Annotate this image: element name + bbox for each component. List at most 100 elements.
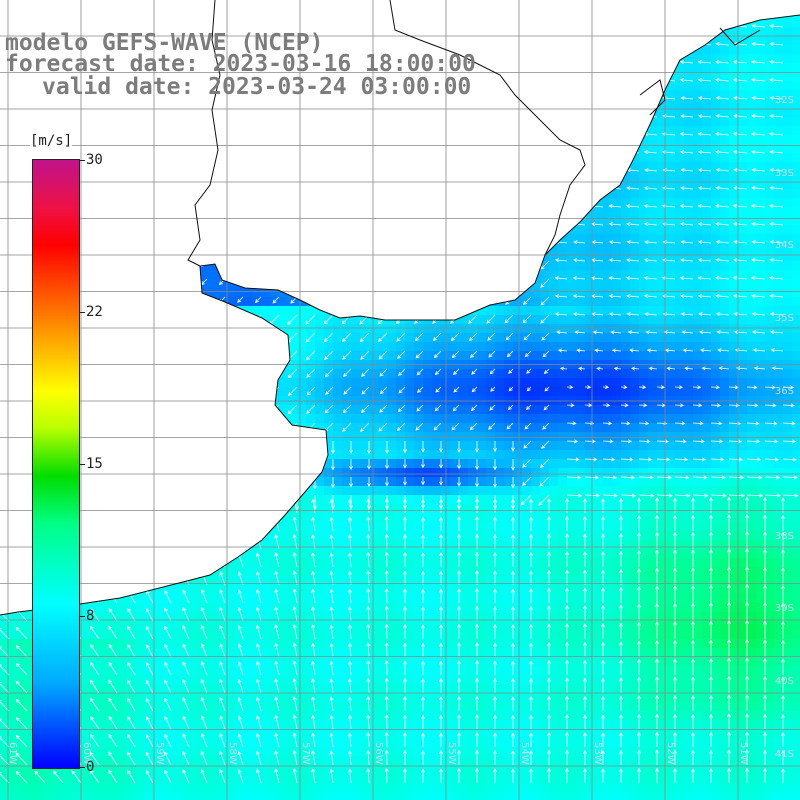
wind-cell xyxy=(504,63,514,73)
wind-cell xyxy=(567,468,577,478)
wind-cell xyxy=(9,81,19,91)
wind-cell xyxy=(18,306,28,316)
wind-cell xyxy=(675,162,685,172)
wind-cell xyxy=(495,333,505,343)
wind-cell xyxy=(603,441,613,451)
wind-cell xyxy=(477,270,487,280)
wind-cell xyxy=(720,333,730,343)
wind-cell xyxy=(162,333,172,343)
wind-cell xyxy=(666,90,676,100)
wind-cell xyxy=(81,387,91,397)
wind-cell xyxy=(18,423,28,433)
wind-cell xyxy=(405,126,415,136)
wind-cell xyxy=(756,495,766,505)
wind-cell xyxy=(351,414,361,424)
wind-cell xyxy=(702,153,712,163)
wind-cell xyxy=(243,297,253,307)
wind-cell xyxy=(495,261,505,271)
wind-cell xyxy=(117,450,127,460)
wind-cell xyxy=(18,270,28,280)
wind-cell xyxy=(99,234,109,244)
wind-cell xyxy=(477,0,487,10)
wind-cell xyxy=(639,387,649,397)
wind-cell xyxy=(135,333,145,343)
wind-cell xyxy=(351,0,361,10)
wind-cell xyxy=(513,333,523,343)
wind-cell xyxy=(180,270,190,280)
wind-cell xyxy=(351,441,361,451)
wind-cell xyxy=(252,486,262,496)
wind-cell xyxy=(144,477,154,487)
wind-cell xyxy=(423,459,433,469)
wind-cell xyxy=(477,189,487,199)
wind-cell xyxy=(306,243,316,253)
wind-cell xyxy=(342,243,352,253)
wind-cell xyxy=(216,198,226,208)
wind-cell xyxy=(738,450,748,460)
wind-cell xyxy=(603,342,613,352)
wind-cell xyxy=(315,207,325,217)
wind-cell xyxy=(693,198,703,208)
wind-cell xyxy=(306,306,316,316)
wind-cell xyxy=(9,279,19,289)
wind-cell xyxy=(774,468,784,478)
wind-cell xyxy=(630,0,640,10)
wind-cell xyxy=(450,324,460,334)
wind-cell xyxy=(162,180,172,190)
wind-cell xyxy=(774,369,784,379)
wind-cell xyxy=(774,315,784,325)
wind-cell xyxy=(711,27,721,37)
wind-cell xyxy=(549,477,559,487)
wind-cell xyxy=(189,387,199,397)
wind-cell xyxy=(702,279,712,289)
wind-cell xyxy=(72,0,82,10)
wind-cell xyxy=(612,333,622,343)
wind-cell xyxy=(126,288,136,298)
wind-cell xyxy=(648,198,658,208)
wind-cell xyxy=(738,261,748,271)
wind-cell xyxy=(378,99,388,109)
wind-cell xyxy=(504,243,514,253)
wind-cell xyxy=(243,450,253,460)
wind-cell xyxy=(117,18,127,28)
wind-cell xyxy=(495,27,505,37)
wind-cell xyxy=(459,459,469,469)
wind-cell xyxy=(693,351,703,361)
wind-cell xyxy=(288,108,298,118)
wind-cell xyxy=(171,108,181,118)
wind-cell xyxy=(756,315,766,325)
wind-cell xyxy=(576,36,586,46)
wind-cell xyxy=(549,27,559,37)
wind-cell xyxy=(756,180,766,190)
wind-cell xyxy=(585,153,595,163)
wind-cell xyxy=(549,441,559,451)
wind-cell xyxy=(162,18,172,28)
wind-cell xyxy=(747,288,757,298)
wind-cell xyxy=(711,252,721,262)
wind-cell xyxy=(684,81,694,91)
wind-cell xyxy=(18,342,28,352)
wind-cell xyxy=(549,297,559,307)
wind-cell xyxy=(396,432,406,442)
wind-cell xyxy=(252,279,262,289)
wind-cell xyxy=(414,441,424,451)
wind-cell xyxy=(315,162,325,172)
wind-cell xyxy=(531,135,541,145)
wind-cell xyxy=(324,27,334,37)
wind-cell xyxy=(405,324,415,334)
wind-cell xyxy=(315,450,325,460)
wind-cell xyxy=(468,108,478,118)
wind-cell xyxy=(144,405,154,415)
wind-cell xyxy=(288,171,298,181)
wind-cell xyxy=(639,189,649,199)
wind-cell xyxy=(135,387,145,397)
wind-cell xyxy=(531,27,541,37)
wind-cell xyxy=(630,486,640,496)
wind-cell xyxy=(234,153,244,163)
wind-cell xyxy=(603,378,613,388)
wind-cell xyxy=(234,432,244,442)
wind-cell xyxy=(72,126,82,136)
wind-cell xyxy=(342,486,352,496)
wind-cell xyxy=(738,486,748,496)
wind-cell xyxy=(225,162,235,172)
